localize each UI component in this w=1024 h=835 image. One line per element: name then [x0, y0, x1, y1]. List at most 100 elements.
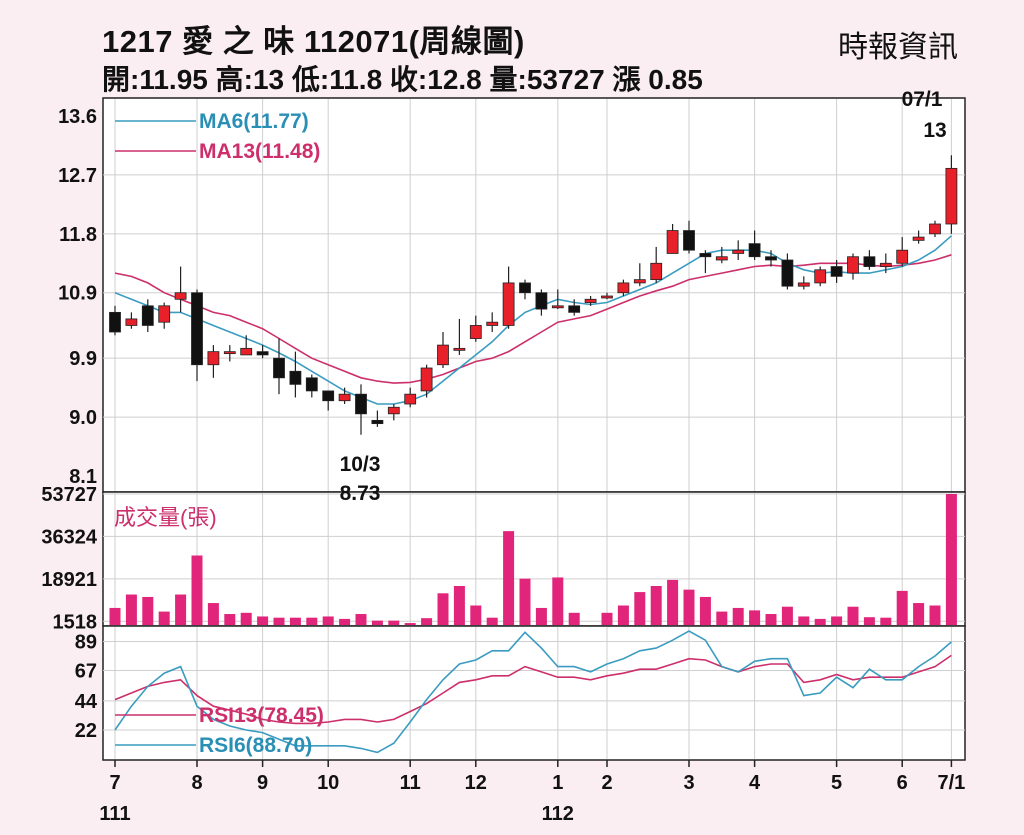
candle-body [879, 262, 892, 267]
month-tick-label: 1 [552, 772, 563, 794]
volume-bar [880, 617, 892, 625]
candle-body [240, 347, 253, 356]
candle [715, 246, 728, 264]
data-source: 時報資訊 [838, 31, 958, 64]
volume-panel [102, 491, 966, 627]
candle-body [666, 230, 679, 254]
volume-bar [453, 585, 465, 625]
high-value-label: 13 [923, 119, 946, 142]
candle [617, 279, 630, 296]
volume-bar [486, 617, 498, 625]
candle [814, 266, 827, 287]
chart-title: 1217 愛 之 味 112071(周線圖) [102, 24, 525, 59]
candle [945, 155, 958, 234]
volume-bar [798, 616, 810, 625]
candle [863, 250, 876, 270]
volume-bar [716, 611, 728, 625]
month-tick-label: 4 [749, 772, 761, 794]
candle-body [601, 295, 613, 299]
month-tick-label: 6 [897, 772, 908, 794]
volume-bar [503, 531, 515, 625]
rsi-lines [114, 630, 952, 754]
price-tick-label: 10.9 [58, 283, 97, 305]
candle [207, 345, 220, 378]
candle-body [715, 256, 728, 261]
candle-body [338, 393, 351, 402]
candle [141, 299, 154, 332]
volume-bar [732, 607, 744, 625]
candle-body [387, 406, 400, 415]
volume-bar [175, 594, 187, 625]
candle-body [371, 419, 384, 425]
rsi13-legend-label: RSI13(78.45) [199, 704, 324, 727]
volume-bar [617, 605, 629, 625]
candle-body [584, 298, 597, 303]
volume-bar [552, 577, 564, 625]
candle-body [519, 282, 531, 294]
volume-bar [470, 605, 482, 625]
volume-bar [650, 585, 662, 625]
volume-bar [863, 617, 875, 625]
candle-body [814, 269, 827, 284]
candle [355, 384, 367, 435]
rsi-tick-label: 67 [75, 661, 97, 683]
candle [797, 276, 810, 290]
price-tick-label: 11.8 [59, 224, 97, 246]
candle-body [125, 318, 138, 326]
candle-body [650, 262, 663, 281]
candle-body [420, 367, 433, 392]
month-tick-label: 12 [465, 772, 487, 794]
candle [879, 253, 892, 274]
month-tick-label: 11 [400, 772, 421, 794]
month-tick-label: 10 [317, 772, 339, 794]
volume-bar [945, 494, 957, 625]
candle [650, 246, 663, 283]
candle [781, 253, 794, 290]
candle [748, 230, 761, 260]
ohlc-summary: 開:11.95 高:13 低:11.8 收:12.8 量:53727 漲 0.8… [102, 64, 703, 95]
price-tick-label: 8.1 [69, 466, 97, 488]
ma6-line [114, 235, 952, 405]
candle-body [437, 344, 449, 366]
candle-body [699, 253, 712, 258]
candle [387, 404, 400, 421]
volume-bar [339, 618, 351, 625]
candle [601, 292, 613, 300]
volume-bar [749, 610, 761, 625]
volume-bar [388, 620, 400, 625]
candle-body [207, 351, 220, 366]
volume-bar [765, 614, 777, 625]
year-tick-label: 111 [99, 803, 130, 825]
volume-bar [437, 593, 449, 625]
candle [273, 338, 285, 395]
volume-bar [929, 605, 941, 625]
price-legend: MA6(11.77) MA13(11.48) [115, 110, 320, 163]
candle [305, 374, 318, 398]
volume-bar [125, 594, 137, 625]
candle-body [273, 357, 285, 379]
candle-body [223, 351, 236, 355]
candle-body [535, 292, 548, 310]
candle-body [633, 279, 646, 284]
candle-body [797, 282, 810, 287]
candle-body [568, 305, 581, 313]
volume-bars [109, 494, 957, 625]
candle [289, 351, 302, 398]
candle [551, 289, 564, 310]
price-tick-label: 9.9 [69, 348, 97, 370]
volume-bar [109, 607, 121, 625]
candle [191, 289, 203, 382]
volume-bar [289, 617, 301, 625]
candle [174, 266, 187, 313]
candle [765, 250, 777, 267]
volume-bar [519, 578, 531, 625]
candle-body [929, 223, 941, 235]
rsi-tick-label: 44 [75, 691, 98, 713]
candle-body [191, 292, 203, 366]
month-tick-label: 2 [601, 772, 612, 794]
candle-body [305, 377, 318, 392]
volume-bar [158, 611, 170, 625]
volume-bar [322, 616, 334, 625]
candle-body [781, 259, 794, 287]
